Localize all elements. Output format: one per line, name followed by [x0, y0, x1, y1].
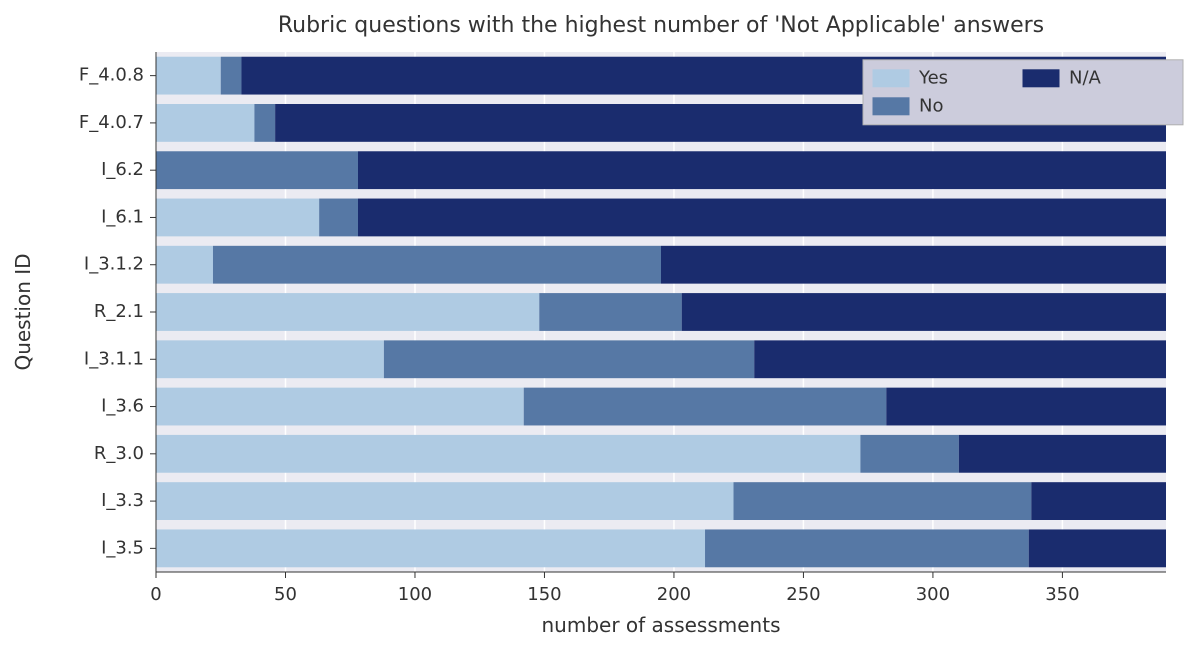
x-tick-label: 350: [1045, 584, 1079, 605]
legend-swatch: [873, 98, 909, 115]
bar-segment: [1029, 529, 1166, 567]
x-axis-label: number of assessments: [541, 613, 780, 637]
y-tick-label: I_3.1.1: [84, 348, 144, 369]
bar-segment: [358, 151, 1166, 189]
y-tick-label: I_3.6: [101, 396, 144, 417]
y-tick-label: I_3.3: [101, 490, 144, 511]
y-tick-label: I_3.1.2: [84, 254, 144, 275]
bar-segment: [1031, 482, 1166, 520]
bar-segment: [156, 246, 213, 284]
y-axis-label: Question ID: [11, 253, 35, 370]
bar-segment: [358, 199, 1166, 237]
x-tick-label: 150: [527, 584, 561, 605]
y-tick-label: F_4.0.8: [79, 65, 144, 86]
legend-swatch: [1023, 70, 1059, 87]
y-tick-label: I_3.5: [101, 537, 144, 558]
legend-label: No: [919, 95, 943, 116]
bar-segment: [156, 388, 524, 426]
chart-container: 0 50 100 150 200 250 300 350 F_4.0.8 F_4.0.7 I_6.2…: [0, 0, 1200, 655]
x-tick-label: 100: [398, 584, 432, 605]
bar-segment: [156, 529, 705, 567]
bar-segment: [661, 246, 1166, 284]
x-tick-label: 300: [916, 584, 950, 605]
bar-segment: [156, 199, 319, 237]
bar-segment: [524, 388, 887, 426]
bar-segment: [221, 57, 242, 95]
y-tick-label: I_6.2: [101, 159, 144, 180]
bar-segment: [156, 57, 221, 95]
bar-segment: [384, 340, 754, 378]
bar-segment: [156, 340, 384, 378]
y-tick-label: R_2.1: [94, 301, 144, 322]
bar-segment: [705, 529, 1029, 567]
bar-segment: [156, 151, 358, 189]
bar-segment: [319, 199, 358, 237]
y-tick-label: R_3.0: [94, 443, 144, 464]
bar-segment: [754, 340, 1166, 378]
bar-segment: [156, 104, 254, 142]
bar-segment: [156, 293, 539, 331]
x-tick-label: 200: [657, 584, 691, 605]
chart-title: Rubric questions with the highest number…: [278, 13, 1044, 38]
bar-segment: [156, 435, 860, 473]
x-tick-label: 50: [274, 584, 297, 605]
bar-segment: [959, 435, 1166, 473]
bar-segment: [886, 388, 1166, 426]
bar-segment: [254, 104, 275, 142]
x-tick-label: 250: [786, 584, 820, 605]
legend-label: N/A: [1069, 67, 1102, 88]
stacked-bar-chart: 0 50 100 150 200 250 300 350 F_4.0.8 F_4.0.7 I_6.2…: [0, 0, 1200, 655]
legend-label: Yes: [918, 67, 948, 88]
bar-segment: [539, 293, 681, 331]
x-tick-label: 0: [150, 584, 161, 605]
bar-segment: [682, 293, 1166, 331]
y-tick-label: F_4.0.7: [79, 112, 144, 133]
legend-swatch: [873, 70, 909, 87]
y-tick-label: I_6.1: [101, 206, 144, 227]
bar-segment: [734, 482, 1032, 520]
bar-segment: [156, 482, 734, 520]
bar-segment: [860, 435, 958, 473]
bar-segment: [213, 246, 661, 284]
